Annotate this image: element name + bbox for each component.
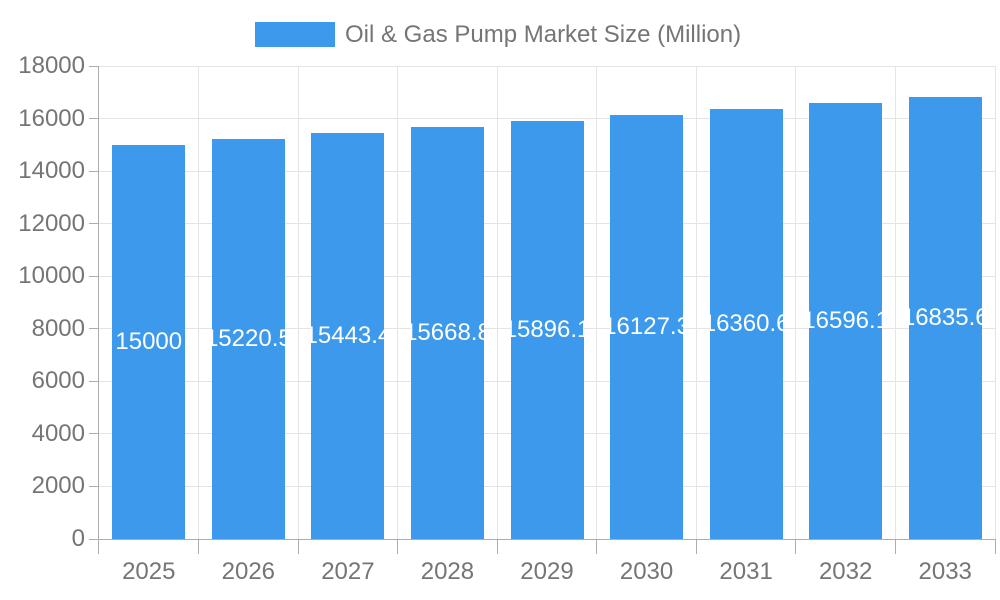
bar-value-label: 15220.5 bbox=[212, 325, 285, 352]
y-axis-tick-label: 6000 bbox=[31, 367, 85, 395]
y-axis-tick bbox=[89, 485, 98, 487]
bar[interactable]: 16127.3 bbox=[610, 115, 684, 539]
y-axis-tick bbox=[89, 328, 98, 330]
legend-label: Oil & Gas Pump Market Size (Million) bbox=[345, 21, 742, 48]
bar[interactable]: 16596.1 bbox=[809, 102, 883, 539]
x-axis-category-label: 2031 bbox=[719, 558, 773, 585]
y-axis-tick bbox=[89, 380, 98, 382]
gridline-vertical bbox=[397, 66, 399, 539]
gridline-vertical bbox=[596, 66, 598, 539]
bar[interactable]: 15220.5 bbox=[211, 139, 285, 539]
y-axis-tick bbox=[89, 433, 98, 435]
y-axis-tick bbox=[89, 538, 98, 540]
x-axis-tick bbox=[596, 539, 598, 554]
x-axis-tick bbox=[894, 539, 896, 554]
gridline-vertical bbox=[297, 66, 299, 539]
gridline-vertical bbox=[994, 66, 996, 539]
bar-value-label: 15668.8 bbox=[411, 319, 484, 347]
bar[interactable]: 15000 bbox=[112, 144, 186, 539]
bar-value-label: 16360.6 bbox=[710, 310, 783, 338]
bar[interactable]: 15896.1 bbox=[510, 121, 584, 539]
y-axis-tick-label: 18000 bbox=[18, 52, 85, 79]
x-axis-tick bbox=[297, 539, 299, 554]
y-axis-tick bbox=[89, 65, 98, 67]
gridline-horizontal bbox=[99, 118, 995, 120]
gridline-horizontal bbox=[99, 65, 995, 67]
x-axis-tick bbox=[795, 539, 797, 554]
y-axis-tick-label: 8000 bbox=[31, 314, 85, 342]
bar[interactable]: 15443.4 bbox=[311, 133, 385, 539]
y-axis-tick-label: 14000 bbox=[18, 157, 85, 185]
x-axis-tick bbox=[397, 539, 399, 554]
x-axis-category-label: 2032 bbox=[818, 558, 873, 585]
x-axis-tick bbox=[994, 539, 996, 554]
y-axis-tick bbox=[89, 223, 98, 225]
legend-swatch bbox=[255, 22, 335, 47]
gridline-vertical bbox=[795, 66, 797, 539]
x-axis-category-label: 2026 bbox=[221, 558, 276, 585]
bar-value-label: 16596.1 bbox=[809, 306, 882, 334]
y-axis-line bbox=[98, 66, 99, 554]
bar-value-label: 16127.3 bbox=[610, 313, 683, 341]
x-axis-category-label: 2033 bbox=[918, 558, 972, 585]
x-axis-category-label: 2030 bbox=[619, 558, 674, 585]
y-axis-tick bbox=[89, 275, 98, 277]
gridline-vertical bbox=[894, 66, 896, 539]
x-axis-line bbox=[99, 538, 995, 540]
bar-value-label: 15896.1 bbox=[511, 316, 584, 344]
x-axis-category-label: 2027 bbox=[321, 558, 375, 585]
x-axis-category-label: 2025 bbox=[122, 558, 176, 585]
bar-value-label: 15443.4 bbox=[311, 322, 384, 350]
bar[interactable]: 15668.8 bbox=[410, 127, 484, 539]
y-axis-tick-label: 16000 bbox=[18, 104, 85, 132]
x-axis-category-label: 2029 bbox=[520, 558, 574, 585]
y-axis-tick bbox=[89, 170, 98, 172]
y-axis-tick bbox=[89, 118, 98, 120]
x-axis-tick bbox=[496, 539, 498, 554]
y-axis-tick-label: 12000 bbox=[18, 209, 85, 237]
x-axis-tick bbox=[695, 539, 697, 554]
y-axis-tick-label: 2000 bbox=[31, 472, 85, 500]
bar-value-label: 15000 bbox=[115, 327, 183, 355]
y-axis-tick-label: 0 bbox=[71, 525, 85, 552]
bar[interactable]: 16835.6 bbox=[908, 96, 982, 539]
x-axis-category-label: 2028 bbox=[420, 558, 475, 585]
bar-value-label: 16835.6 bbox=[909, 303, 982, 331]
gridline-vertical bbox=[198, 66, 200, 539]
y-axis-tick-label: 4000 bbox=[31, 419, 85, 447]
y-axis-tick-label: 10000 bbox=[18, 262, 85, 290]
gridline-vertical bbox=[496, 66, 498, 539]
bar[interactable]: 16360.6 bbox=[709, 109, 783, 539]
gridline-vertical bbox=[695, 66, 697, 539]
x-axis-tick bbox=[198, 539, 200, 554]
legend-item[interactable]: Oil & Gas Pump Market Size (Million) bbox=[255, 22, 741, 47]
